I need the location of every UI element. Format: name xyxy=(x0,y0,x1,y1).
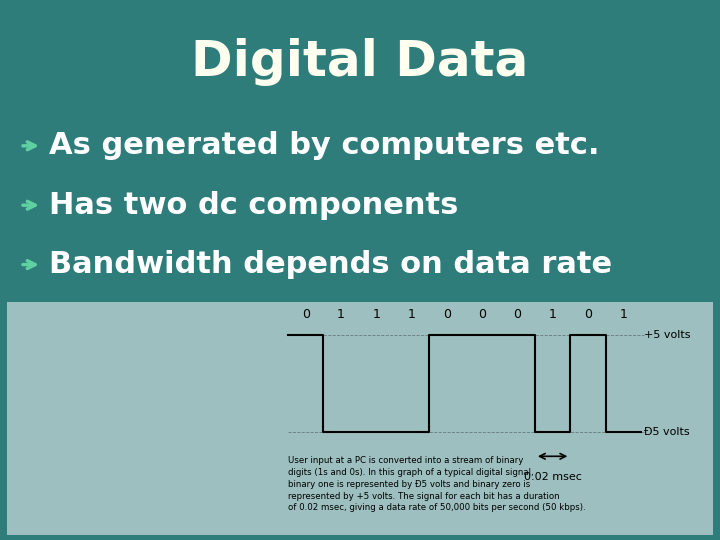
Text: User input at a PC is converted into a stream of binary
digits (1s and 0s). In t: User input at a PC is converted into a s… xyxy=(288,456,585,512)
Text: 0: 0 xyxy=(584,308,592,321)
Text: +5 volts: +5 volts xyxy=(644,330,691,340)
Text: 0: 0 xyxy=(302,308,310,321)
Text: Digital Data: Digital Data xyxy=(192,38,528,86)
Text: 0.02 msec: 0.02 msec xyxy=(523,472,582,483)
Text: 0: 0 xyxy=(478,308,486,321)
Text: Has two dc components: Has two dc components xyxy=(49,191,459,220)
Text: 1: 1 xyxy=(337,308,345,321)
Text: 1: 1 xyxy=(372,308,380,321)
FancyBboxPatch shape xyxy=(7,302,713,535)
Text: 0: 0 xyxy=(443,308,451,321)
Text: 1: 1 xyxy=(549,308,557,321)
Text: 1: 1 xyxy=(408,308,415,321)
Text: 1: 1 xyxy=(619,308,627,321)
Text: Bandwidth depends on data rate: Bandwidth depends on data rate xyxy=(49,250,612,279)
Text: As generated by computers etc.: As generated by computers etc. xyxy=(49,131,600,160)
Text: 0: 0 xyxy=(513,308,521,321)
Text: Ð5 volts: Ð5 volts xyxy=(644,427,690,437)
